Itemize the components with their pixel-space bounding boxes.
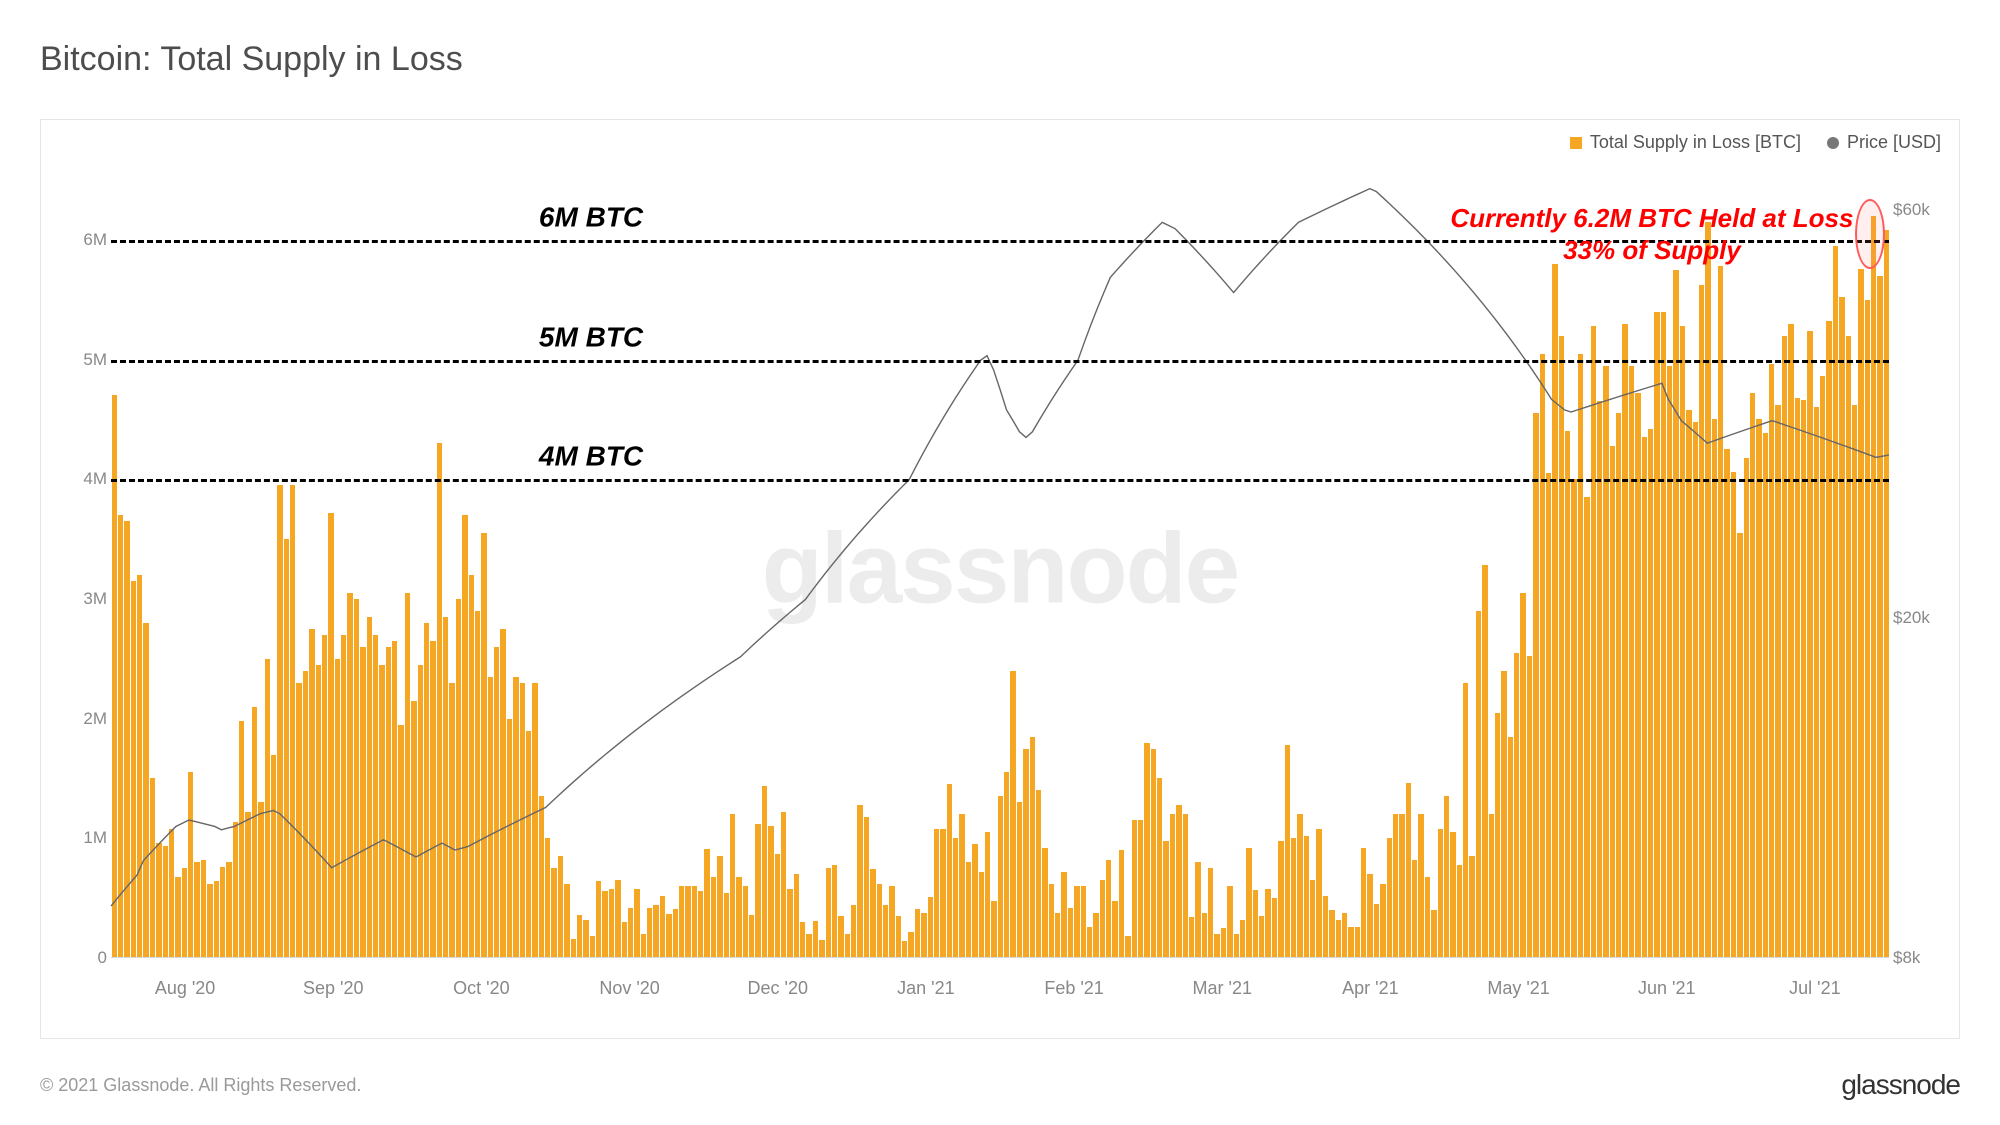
copyright: © 2021 Glassnode. All Rights Reserved. xyxy=(40,1075,361,1096)
y-left-tick: 3M xyxy=(47,589,107,609)
y-left-tick: 2M xyxy=(47,709,107,729)
y-left-axis: 01M2M3M4M5M6M xyxy=(47,180,107,958)
legend: Total Supply in Loss [BTC] Price [USD] xyxy=(1570,132,1941,153)
y-left-tick: 0 xyxy=(47,948,107,968)
chart-title: Bitcoin: Total Supply in Loss xyxy=(40,40,1960,79)
x-tick: Jun '21 xyxy=(1638,978,1695,999)
x-tick: Oct '20 xyxy=(453,978,509,999)
x-tick: Nov '20 xyxy=(599,978,659,999)
price-line xyxy=(111,180,1889,958)
reference-label: 4M BTC xyxy=(539,441,643,473)
y-right-tick: $60k xyxy=(1893,200,1953,220)
x-tick: Mar '21 xyxy=(1193,978,1252,999)
legend-item-supply: Total Supply in Loss [BTC] xyxy=(1570,132,1801,153)
plot-area: glassnode 4M BTC5M BTC6M BTC Currently 6… xyxy=(111,180,1889,958)
y-right-axis: $8k$20k$60k xyxy=(1893,180,1953,958)
x-axis: Aug '20 Sep '20 Oct '20 Nov '20 Dec '20 Jan '… xyxy=(111,978,1889,1008)
legend-item-price: Price [USD] xyxy=(1827,132,1941,153)
x-tick: Feb '21 xyxy=(1044,978,1103,999)
reference-label: 6M BTC xyxy=(539,201,643,233)
x-tick: Sep '20 xyxy=(303,978,364,999)
x-tick: Jan '21 xyxy=(897,978,954,999)
annotation-callout: Currently 6.2M BTC Held at Loss 33% of S… xyxy=(1450,203,1853,265)
reference-line xyxy=(111,360,1889,363)
y-left-tick: 4M xyxy=(47,469,107,489)
reference-label: 5M BTC xyxy=(539,321,643,353)
y-right-tick: $20k xyxy=(1893,608,1953,628)
y-left-tick: 1M xyxy=(47,828,107,848)
x-tick: Dec '20 xyxy=(748,978,808,999)
annotation-line2: 33% of Supply xyxy=(1450,235,1853,266)
x-axis-line xyxy=(111,957,1889,958)
y-left-tick: 5M xyxy=(47,350,107,370)
brand-logo: glassnode xyxy=(1841,1069,1960,1101)
y-right-tick: $8k xyxy=(1893,948,1953,968)
footer: © 2021 Glassnode. All Rights Reserved. g… xyxy=(40,1069,1960,1101)
chart-container: Total Supply in Loss [BTC] Price [USD] 0… xyxy=(40,119,1960,1039)
x-tick: Jul '21 xyxy=(1789,978,1840,999)
y-left-tick: 6M xyxy=(47,230,107,250)
legend-label-price: Price [USD] xyxy=(1847,132,1941,153)
x-tick: May '21 xyxy=(1487,978,1549,999)
legend-label-supply: Total Supply in Loss [BTC] xyxy=(1590,132,1801,153)
x-tick: Aug '20 xyxy=(155,978,216,999)
legend-swatch-supply xyxy=(1570,137,1582,149)
legend-swatch-price xyxy=(1827,137,1839,149)
reference-line xyxy=(111,479,1889,482)
annotation-line1: Currently 6.2M BTC Held at Loss xyxy=(1450,203,1853,234)
x-tick: Apr '21 xyxy=(1342,978,1398,999)
